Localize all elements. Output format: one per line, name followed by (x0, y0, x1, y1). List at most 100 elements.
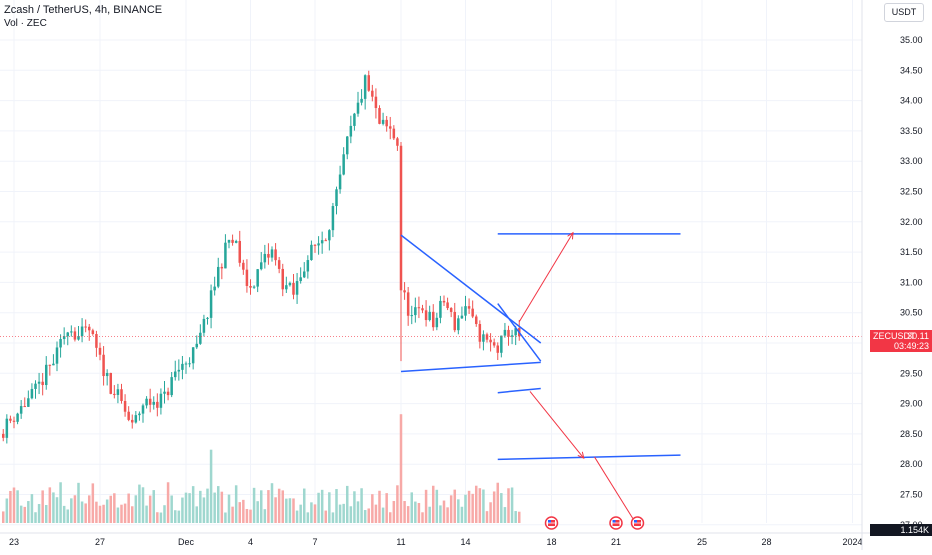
volume-bar (145, 505, 148, 523)
candle-body (134, 415, 138, 423)
volume-bar (267, 490, 270, 523)
candle-body (302, 271, 306, 278)
volume-bar (213, 492, 216, 523)
candle-body (503, 329, 507, 336)
trendline-channel-lower[interactable] (497, 387, 541, 394)
volume-bar (259, 490, 263, 523)
volume-bar (177, 510, 181, 523)
candle-body (378, 108, 381, 124)
candle-body (453, 311, 457, 331)
volume-bar (48, 487, 52, 523)
candle-body (353, 113, 356, 126)
y-tick-label: 33.00 (900, 156, 923, 166)
volume-indicator-label[interactable]: Vol · ZEC (4, 18, 47, 29)
volume-bar (428, 506, 431, 523)
volume-bar (349, 506, 353, 523)
projection-arrow-up[interactable] (518, 233, 573, 323)
candle-body (145, 398, 148, 406)
volume-bar (95, 501, 98, 523)
volume-bar (492, 491, 496, 523)
x-tick-label: 28 (761, 537, 771, 547)
volume-bar (503, 507, 507, 523)
candle-body (159, 393, 163, 408)
trendline-triangle-upper[interactable] (400, 234, 542, 344)
candle-body (84, 326, 87, 328)
x-tick-label: 27 (95, 537, 105, 547)
volume-bar (338, 504, 342, 523)
volume-bar (245, 508, 249, 523)
volume-bar (9, 490, 12, 523)
candle-body (281, 268, 285, 290)
volume-bar (249, 509, 252, 523)
volume-bar (44, 504, 48, 523)
candle-body (95, 334, 98, 348)
symbol-title[interactable]: Zcash / TetherUS, 4h, BINANCE (4, 4, 163, 16)
candle-body (98, 347, 102, 355)
volume-bar (435, 489, 439, 523)
candle-body (514, 328, 517, 336)
volume-bar (345, 485, 349, 523)
y-tick-label: 35.00 (900, 35, 923, 45)
candle-body (27, 398, 30, 407)
volume-bar (220, 491, 224, 523)
candle-body (116, 389, 120, 395)
us-flag-icon[interactable] (609, 516, 623, 530)
candle-body (30, 388, 34, 399)
candle-body (259, 262, 263, 270)
candle-body (19, 406, 23, 414)
candle-body (130, 419, 134, 423)
volume-bar (73, 495, 77, 523)
candle-body (152, 401, 156, 405)
candle-body (485, 334, 489, 340)
candle-body (345, 136, 349, 155)
volume-bar (353, 491, 356, 523)
candle-body (5, 418, 9, 438)
trendline-target-low[interactable] (497, 454, 681, 461)
projection-arrow-down-2[interactable] (594, 456, 638, 526)
us-flag-icon[interactable] (630, 516, 645, 530)
volume-bar (274, 497, 277, 523)
volume-bar (485, 511, 489, 523)
us-flag-icon[interactable] (544, 516, 559, 530)
volume-bar (414, 501, 417, 523)
chart-legend: Zcash / TetherUS, 4h, BINANCE Vol · ZEC (4, 4, 162, 30)
candle-body (177, 369, 181, 372)
trendline-triangle-lower[interactable] (400, 361, 541, 373)
volume-bar (496, 482, 500, 523)
y-tick-label: 28.50 (900, 429, 923, 439)
y-tick-label: 33.50 (900, 126, 923, 136)
candle-body (414, 307, 417, 316)
volume-bar (1, 511, 5, 523)
candle-body (338, 174, 342, 190)
volume-bar (188, 493, 191, 523)
candle-body (41, 381, 44, 386)
candle-body (34, 383, 37, 389)
volume-bar (406, 506, 410, 523)
x-tick-label: 4 (248, 537, 253, 547)
candle-body (227, 239, 231, 243)
trendline-channel-upper[interactable] (497, 303, 542, 362)
volume-bar (84, 503, 87, 523)
volume-bar (37, 504, 41, 523)
candle-body (392, 128, 396, 139)
candle-body (163, 391, 166, 394)
x-tick-label: 21 (611, 537, 621, 547)
currency-button[interactable]: USDT (884, 3, 924, 22)
projection-arrow-down-1[interactable] (529, 391, 584, 458)
volume-bar (55, 497, 59, 523)
volume-bar (399, 414, 403, 523)
volume-bar (191, 486, 195, 523)
candle-body (220, 266, 224, 269)
candle-body (496, 345, 500, 353)
volume-bar (431, 485, 435, 523)
volume-bar (292, 498, 295, 523)
volume-bar (166, 482, 170, 523)
volume-bar (62, 505, 66, 523)
volume-bar (91, 483, 95, 523)
candle-body (173, 371, 177, 378)
x-tick-label: 25 (697, 537, 707, 547)
volume-bar (138, 484, 141, 523)
volume-bar (381, 507, 385, 523)
